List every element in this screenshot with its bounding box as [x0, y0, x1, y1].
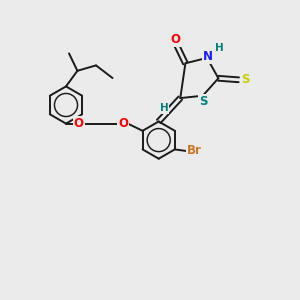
Text: S: S [241, 73, 250, 86]
Text: O: O [170, 33, 181, 46]
Text: O: O [118, 117, 128, 130]
Text: H: H [160, 103, 169, 113]
Text: N: N [202, 50, 213, 63]
Text: H: H [215, 43, 224, 53]
Text: S: S [199, 94, 208, 108]
Text: O: O [74, 117, 84, 130]
Text: Br: Br [187, 144, 202, 158]
